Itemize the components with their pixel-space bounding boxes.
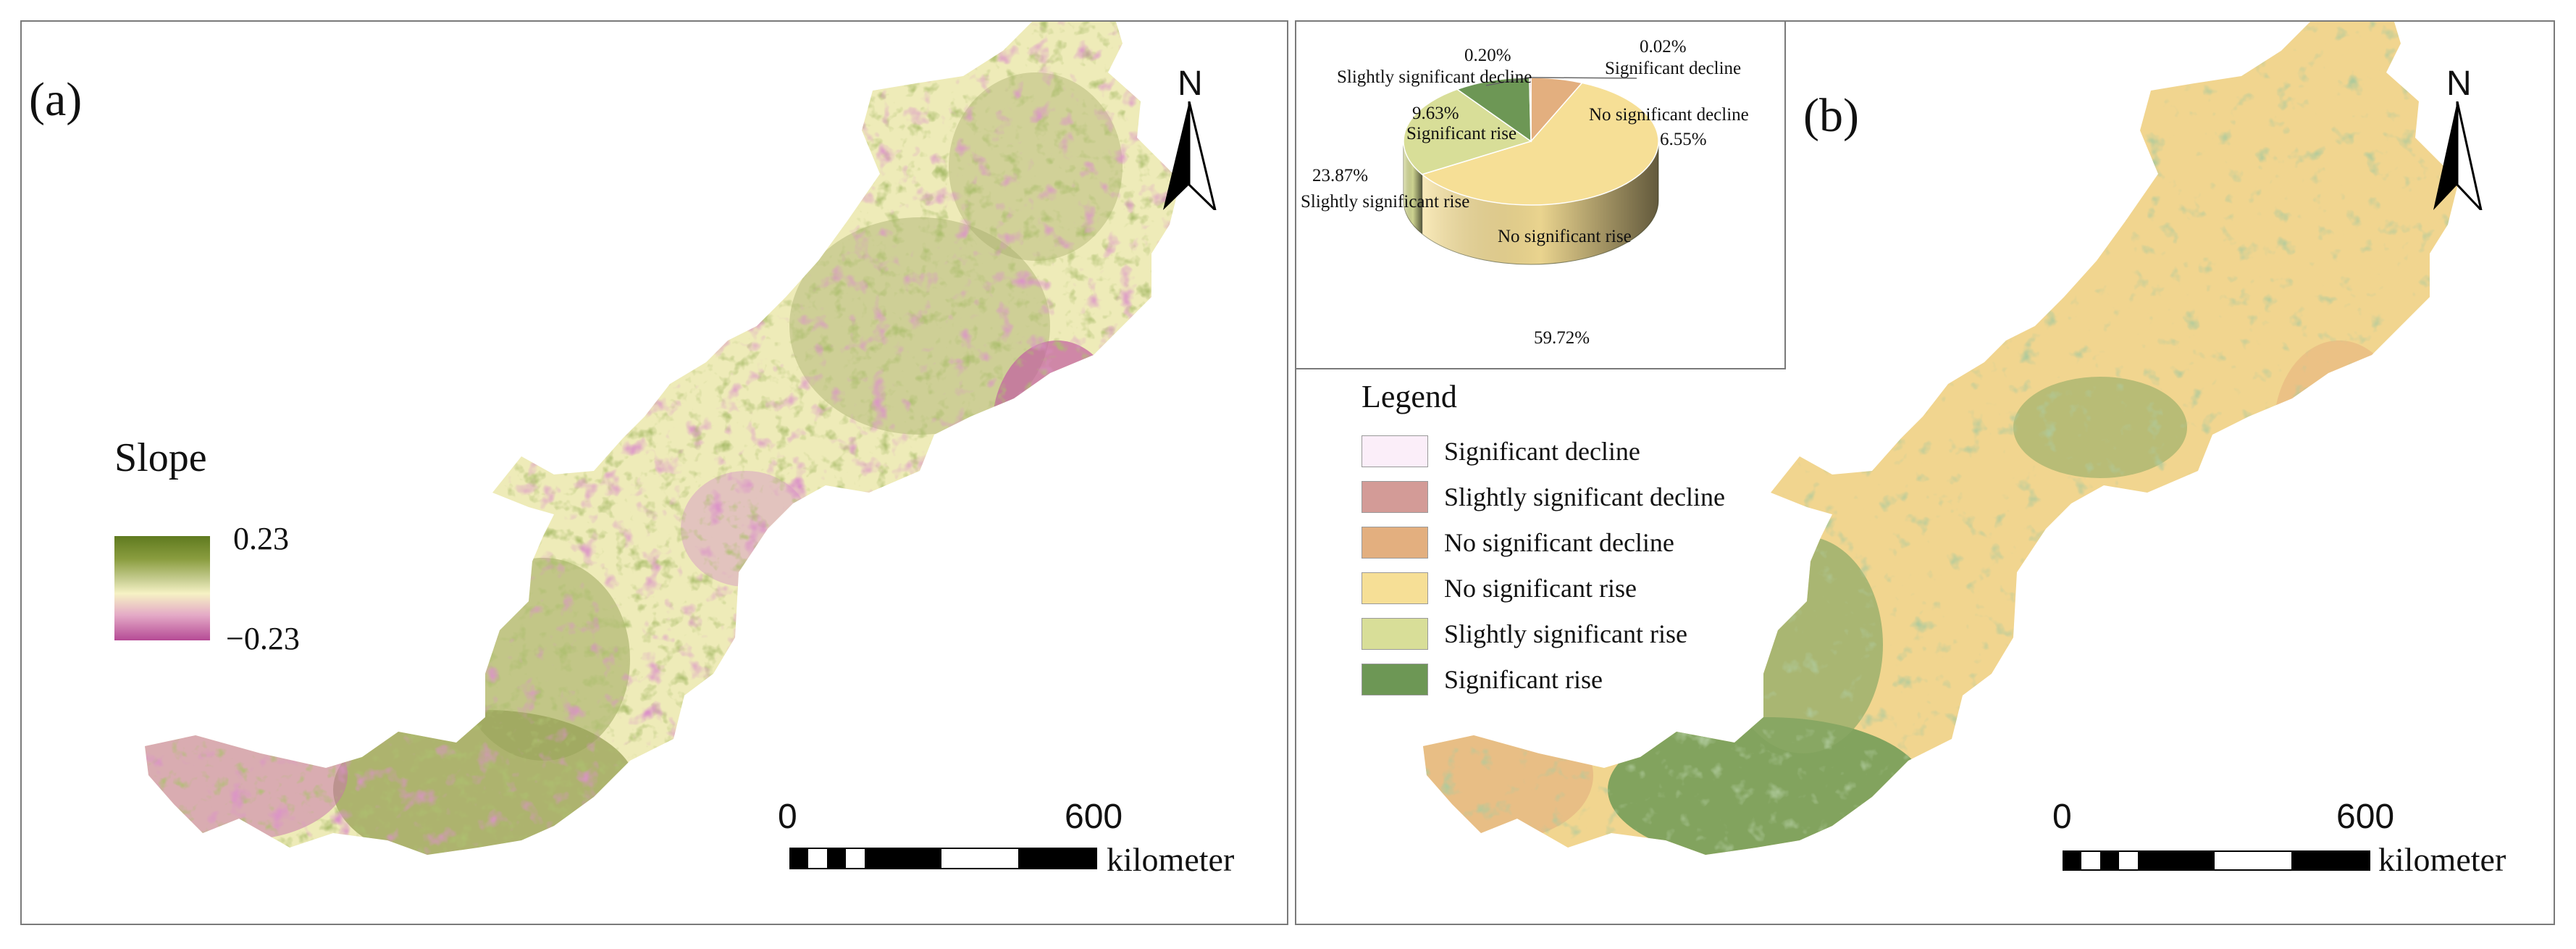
scale-unit-b: kilometer [2378,841,2506,878]
trend-pie-chart [1403,77,1659,265]
pie-pct-significant-decline: 0.02% [1640,37,1687,57]
scale-bar-a [789,848,1097,869]
north-label-a: N [1178,64,1203,103]
north-label-b: N [2446,64,2472,103]
pie-label-slightly-significant-rise: Slightly significant rise [1301,192,1470,212]
legend-item-significant-decline: Significant decline [1362,435,1640,468]
scale-end-b: 600 [2336,798,2395,836]
legend-item-significant-rise: Significant rise [1362,663,1603,696]
legend-swatch [1362,527,1428,559]
scale-end-a: 600 [1065,798,1123,836]
pie-label-significant-decline: Significant decline [1605,59,1742,78]
legend-label: Slightly significant decline [1444,482,1725,511]
legend-swatch [1362,435,1428,467]
legend-item-no-significant-decline: No significant decline [1362,526,1674,559]
scale-unit-a: kilometer [1107,841,1235,878]
pie-slice-significant-rise [1456,77,1532,143]
panel-a-tag: (a) [29,73,83,126]
pie-pct-slightly-significant-decline: 0.20% [1464,46,1511,65]
legend-item-no-significant-rise: No significant rise [1362,572,1637,605]
pie-pct-slightly-significant-rise: 23.87% [1312,166,1369,185]
pie-label-no-significant-rise: No significant rise [1498,227,1632,246]
legend-label: Significant rise [1444,665,1603,694]
slope-legend-title: Slope [114,435,207,480]
legend-label: Slightly significant rise [1444,619,1687,648]
pie-slice-slightly-significant-rise [1403,88,1532,175]
pie-label-significant-rise: Significant rise [1406,124,1517,143]
legend-swatch [1362,664,1428,695]
scale-start-a: 0 [778,798,797,836]
legend-title: Legend [1362,379,1457,414]
panel-b-tag: (b) [1803,89,1859,142]
pie-leader-line [1485,77,1531,86]
pie-pct-no-significant-rise: 59.72% [1534,328,1590,348]
slope-min-label: −0.23 [226,621,300,656]
legend-label: Significant decline [1444,437,1640,466]
pie-side [1422,141,1658,265]
north-arrow-icon [2433,101,2483,210]
slope-color-ramp [114,536,210,640]
legend-item-slightly-significant-decline: Slightly significant decline [1362,480,1725,514]
legend-swatch [1362,572,1428,604]
legend-swatch [1362,618,1428,650]
scale-bar-b [2063,850,2370,871]
legend-swatch [1362,481,1428,513]
legend-label: No significant rise [1444,574,1637,603]
pie-tops [1403,77,1659,206]
pie-slice-no-significant-rise [1421,82,1659,206]
pie-sides [1403,141,1659,265]
slope-max-label: 0.23 [233,521,289,556]
pie-inset: No significant rise 59.72% 23.87% Slight… [1296,22,1786,369]
scale-start-b: 0 [2052,798,2072,836]
legend-item-slightly-significant-rise: Slightly significant rise [1362,617,1687,651]
legend-label: No significant decline [1444,528,1674,557]
north-arrow-icon [1163,101,1217,210]
pie-leaders [1485,77,1637,86]
pie-label-no-significant-decline: No significant decline [1589,105,1749,125]
pie-pct-significant-rise: 9.63% [1412,104,1459,123]
panel-a: (a) N Slope 0.23 −0.23 0 600 [20,20,1288,925]
pie-pct-no-significant-decline: 6.55% [1660,130,1707,149]
pie-label-slightly-significant-decline: Slightly significant decline [1337,67,1532,87]
panel-b: No significant rise 59.72% 23.87% Slight… [1295,20,2555,925]
pie-side [1404,141,1422,234]
slope-map [145,22,1180,855]
